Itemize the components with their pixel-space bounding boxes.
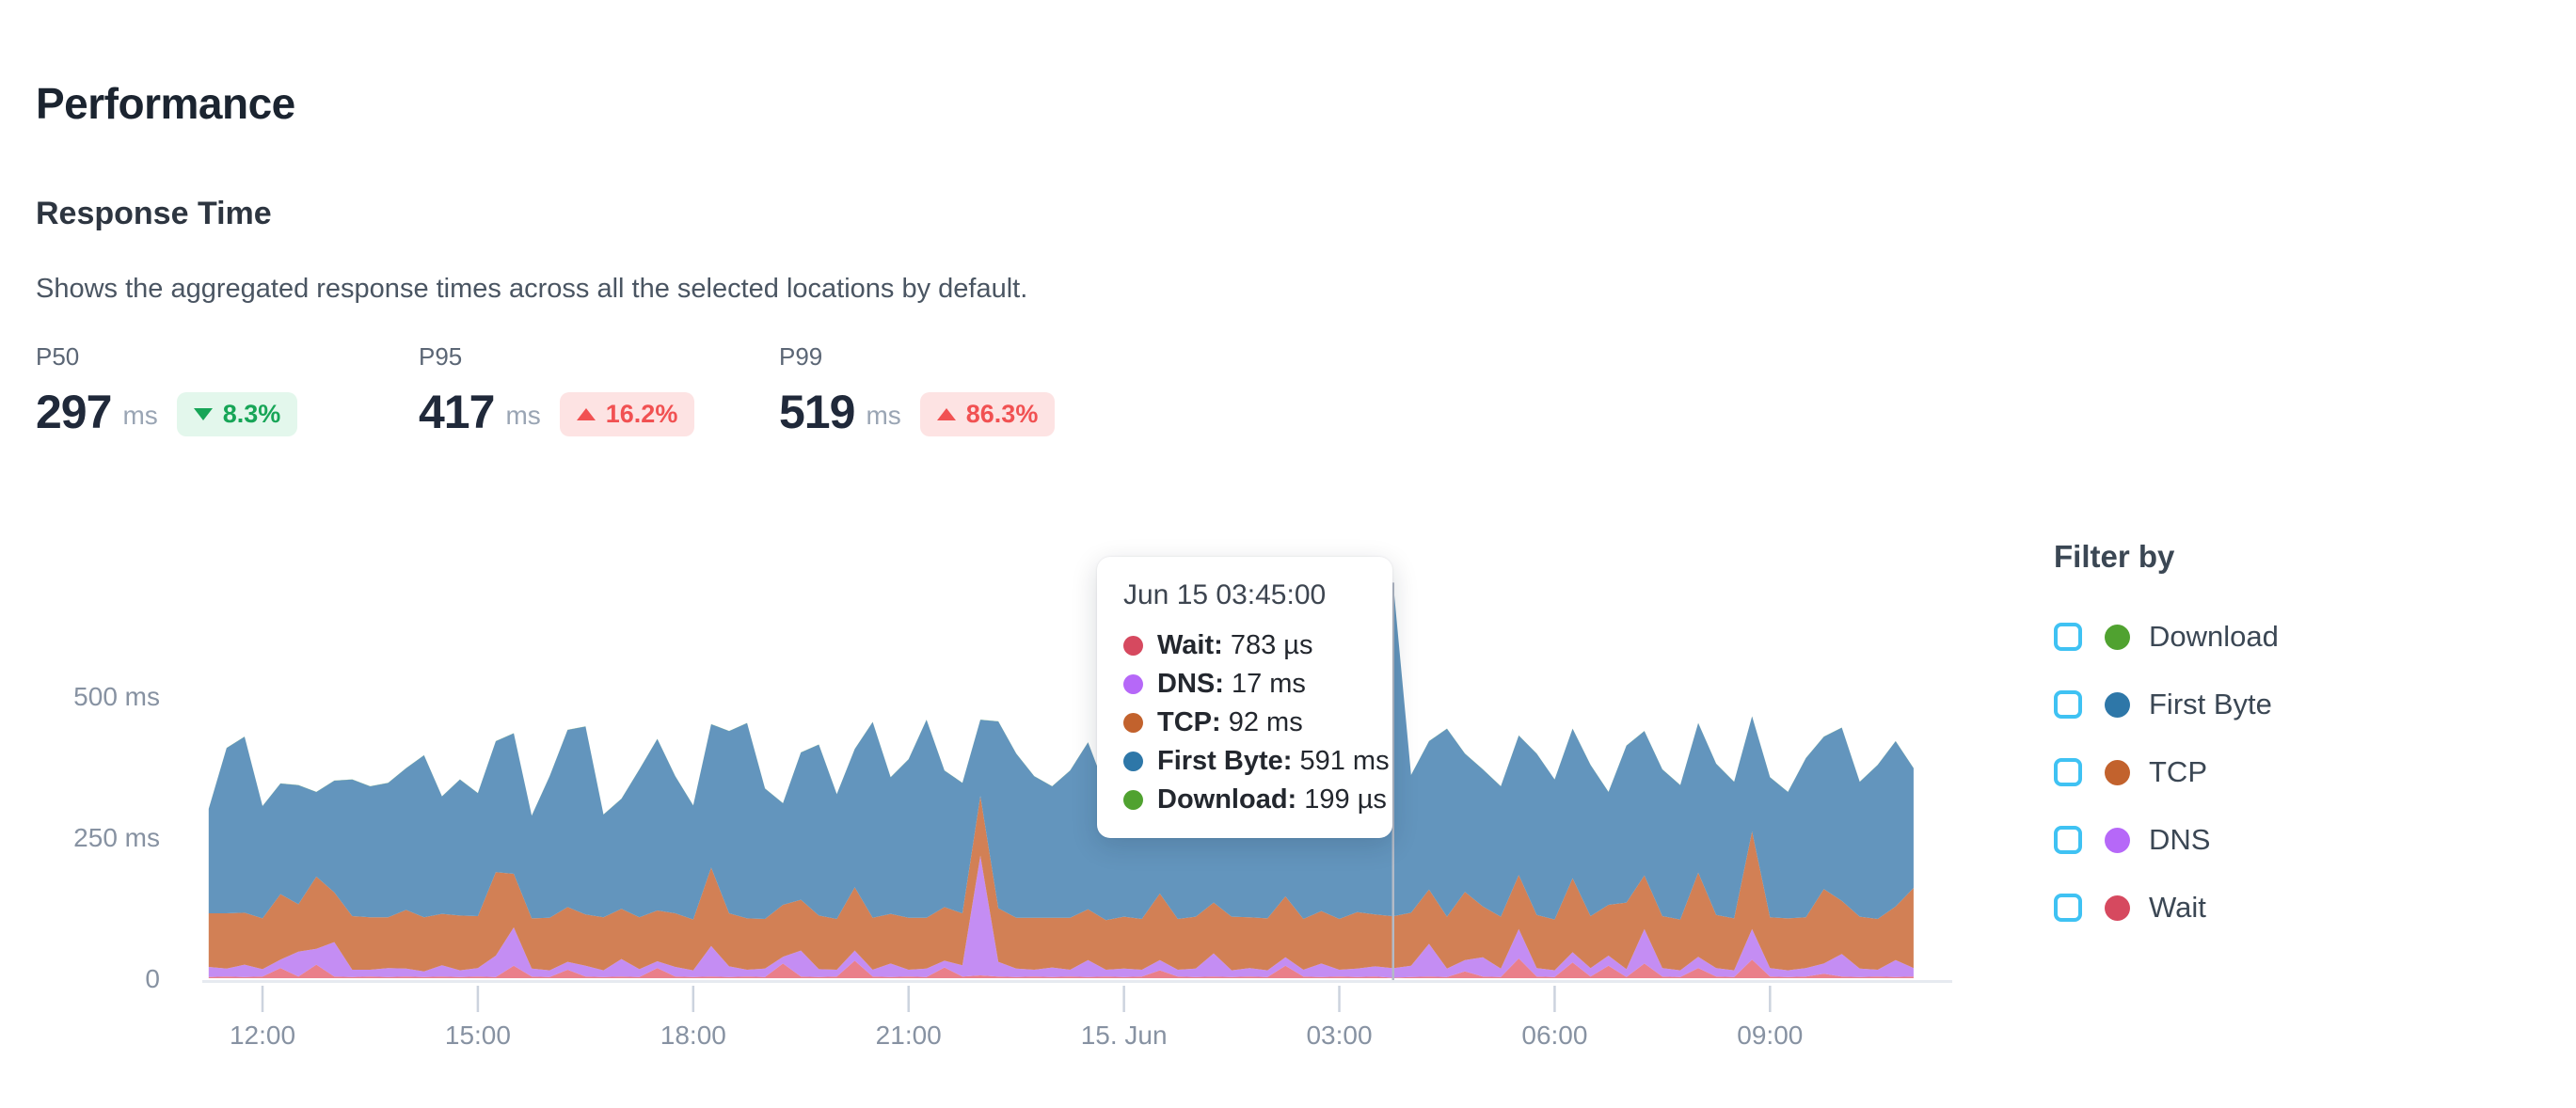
download-series-dot-icon: [1123, 790, 1143, 810]
filter-item-label: First Byte: [2149, 688, 2272, 720]
y-axis-label: 250 ms: [73, 823, 160, 852]
y-axis-label: 0: [145, 964, 160, 993]
wait-color-dot-icon: [2105, 894, 2130, 921]
metric-unit: ms: [866, 401, 901, 430]
dns-color-dot-icon: [2105, 827, 2130, 853]
metric-change-badge: 86.3%: [919, 391, 1056, 436]
metric-unit: ms: [505, 401, 541, 430]
wait-checkbox[interactable]: [2054, 894, 2082, 922]
x-axis-label: 09:00: [1737, 1021, 1803, 1050]
filter-title: Filter by: [2054, 539, 2175, 574]
tooltip-row-value: 92 ms: [1228, 707, 1303, 737]
dns-checkbox[interactable]: [2054, 826, 2082, 854]
tooltip-row-value: 17 ms: [1231, 669, 1306, 699]
tooltip-row-label: TCP:: [1157, 707, 1221, 737]
download-checkbox[interactable]: [2054, 623, 2082, 651]
tooltip-row-label: Download:: [1157, 784, 1297, 815]
tooltip-row-tcp: TCP: 92 ms: [1123, 704, 1366, 742]
filter-item-first-byte[interactable]: First Byte: [2054, 688, 2279, 720]
metric-unit: ms: [122, 401, 158, 430]
filter-item-label: DNS: [2149, 823, 2211, 856]
metric-label: P95: [419, 342, 463, 371]
tooltip-row-dns: DNS: 17 ms: [1123, 665, 1366, 704]
wait-series-dot-icon: [1123, 636, 1143, 656]
metric-change-badge: 8.3%: [176, 391, 298, 436]
metric-change-badge: 16.2%: [559, 391, 695, 436]
trend-arrow-icon: [936, 407, 956, 420]
x-axis-label: 06:00: [1521, 1021, 1587, 1050]
area-band-dns: [208, 855, 1914, 978]
tooltip-row-label: First Byte:: [1157, 746, 1293, 776]
first-byte-color-dot-icon: [2105, 691, 2130, 718]
x-axis-label: 15:00: [445, 1021, 511, 1050]
area-band-first-byte: [208, 582, 1914, 921]
dns-series-dot-icon: [1123, 674, 1143, 694]
x-axis-label: 21:00: [876, 1021, 942, 1050]
area-band-wait: [208, 958, 1914, 978]
area-band-tcp: [208, 796, 1914, 972]
first-byte-checkbox[interactable]: [2054, 690, 2082, 719]
y-axis-label: 500 ms: [73, 682, 160, 711]
tooltip-row-label: DNS:: [1157, 669, 1224, 699]
metric-value: 519: [779, 386, 855, 438]
filter-item-dns[interactable]: DNS: [2054, 823, 2279, 856]
x-axis-label: 18:00: [660, 1021, 726, 1050]
tcp-series-dot-icon: [1123, 713, 1143, 733]
section-title: Response Time: [36, 196, 272, 232]
filter-item-label: Download: [2149, 620, 2279, 653]
metric-change-value: 86.3%: [965, 399, 1039, 428]
tooltip-row-value: 591 ms: [1299, 746, 1390, 776]
metric-label: P50: [36, 342, 80, 371]
metric-label: P99: [779, 342, 823, 371]
filter-item-label: Wait: [2149, 891, 2206, 924]
metric-p95: P95 417 ms 16.2%: [419, 342, 695, 439]
trend-arrow-icon: [193, 407, 213, 420]
tooltip-timestamp: Jun 15 03:45:00: [1123, 579, 1327, 610]
filter-panel: Filter by Download First Byte TCP DNS Wa…: [2054, 538, 2279, 924]
tooltip-row-download: Download: 199 µs: [1123, 781, 1387, 819]
filter-item-label: TCP: [2149, 755, 2207, 788]
metric-p50: P50 297 ms 8.3%: [36, 342, 298, 439]
tcp-checkbox[interactable]: [2054, 758, 2082, 786]
first-byte-series-dot-icon: [1123, 752, 1143, 771]
metric-change-value: 8.3%: [222, 399, 281, 428]
page-title: Performance: [36, 78, 295, 128]
metric-p99: P99 519 ms 86.3%: [779, 342, 1056, 439]
metric-change-value: 16.2%: [605, 399, 678, 428]
tooltip-row-wait: Wait: 783 µs: [1123, 626, 1366, 665]
tooltip-row-label: Wait:: [1157, 630, 1223, 660]
section-description: Shows the aggregated response times acro…: [36, 274, 1028, 304]
metric-value: 297: [36, 386, 112, 438]
metric-value: 417: [419, 386, 495, 438]
filter-item-download[interactable]: Download: [2054, 620, 2279, 653]
tooltip-row-value: 783 µs: [1230, 630, 1313, 660]
trend-arrow-icon: [576, 407, 596, 420]
tcp-color-dot-icon: [2105, 759, 2130, 785]
x-axis-label: 12:00: [230, 1021, 295, 1050]
tooltip-row-value: 199 µs: [1304, 784, 1387, 815]
x-axis-label: 03:00: [1306, 1021, 1372, 1050]
x-axis-label: 15. Jun: [1081, 1021, 1168, 1050]
filter-item-wait[interactable]: Wait: [2054, 891, 2279, 924]
tooltip-row-first-byte: First Byte: 591 ms: [1123, 742, 1390, 781]
chart-tooltip: Jun 15 03:45:00 Wait: 783 µs DNS: 17 ms …: [1097, 557, 1392, 838]
filter-item-tcp[interactable]: TCP: [2054, 755, 2279, 788]
download-color-dot-icon: [2105, 624, 2130, 650]
